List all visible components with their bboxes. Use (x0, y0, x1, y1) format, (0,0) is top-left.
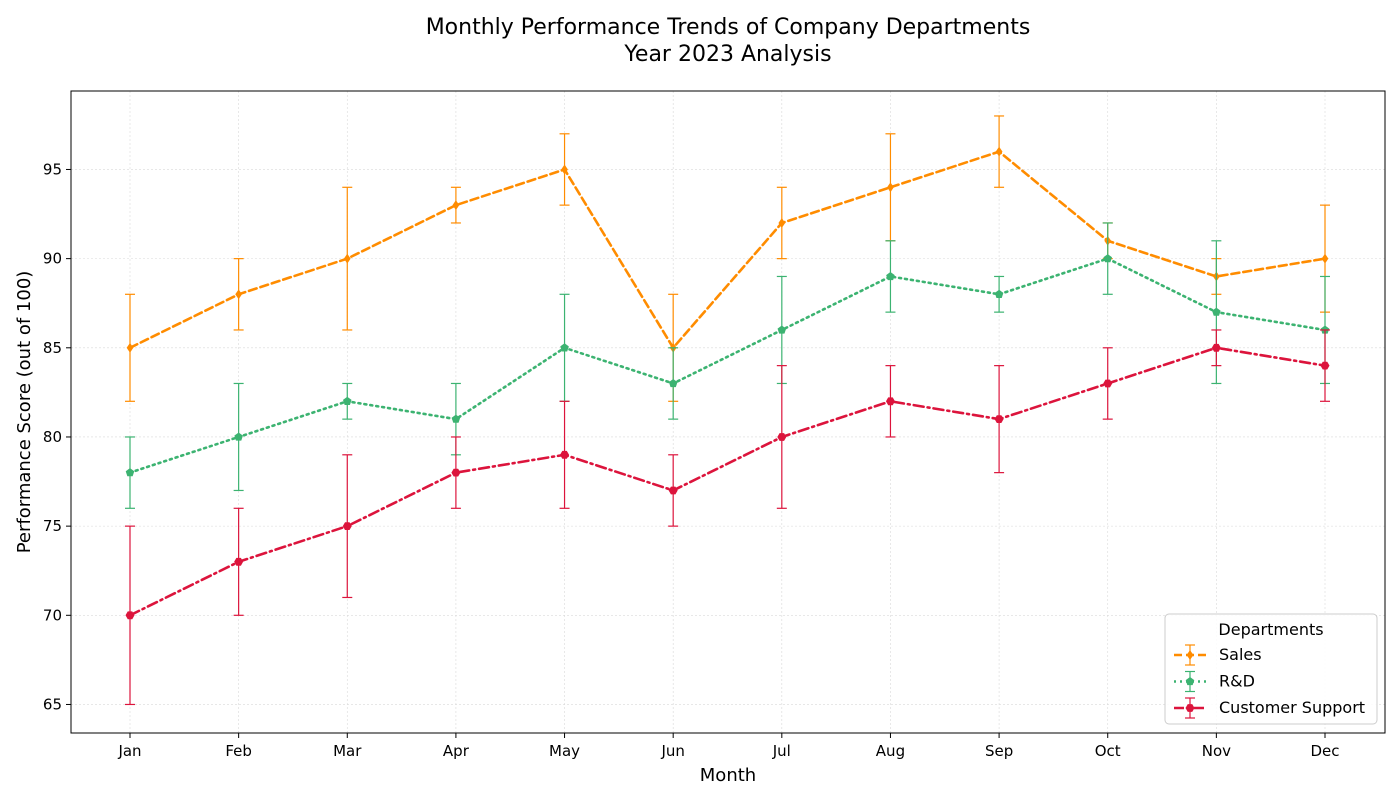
legend-marker-swatch (1185, 704, 1195, 712)
y-tick-label: 90 (43, 250, 62, 268)
data-point (560, 450, 570, 459)
data-point (668, 378, 678, 388)
data-point (995, 146, 1003, 157)
legend-label: R&D (1219, 672, 1255, 691)
x-tick-label: Jun (660, 742, 684, 760)
y-tick-label: 75 (43, 517, 62, 535)
data-point (125, 468, 135, 477)
data-point (1103, 379, 1113, 388)
data-point (994, 289, 1004, 298)
data-point (125, 611, 135, 620)
plot-area-frame (70, 90, 1386, 734)
data-point (887, 182, 894, 193)
data-point (561, 164, 568, 175)
legend-title: Departments (1218, 620, 1323, 639)
series-line (128, 150, 1327, 350)
x-tick-label: Mar (333, 742, 362, 760)
legend-label: Sales (1219, 645, 1262, 664)
data-point (342, 522, 352, 531)
series-layer (125, 115, 1330, 706)
x-tick-label: May (549, 742, 580, 760)
legend-box (1164, 613, 1378, 725)
data-point (777, 433, 787, 441)
series-2 (125, 329, 1330, 706)
x-tick-label: Jan (117, 742, 141, 760)
x-axis-ticks: Jan Feb Mar Apr May Jun Jul Aug Sep Oct Nov Dec (117, 733, 1340, 760)
x-tick-label: Nov (1202, 742, 1231, 760)
data-point (343, 253, 351, 264)
series-line (128, 346, 1327, 617)
data-point (885, 397, 895, 406)
x-tick-label: Apr (443, 742, 470, 760)
legend-item: Sales (1174, 644, 1262, 666)
legend-marker-swatch (1185, 677, 1195, 686)
legend-label: Customer Support (1219, 698, 1365, 717)
data-point (235, 289, 243, 300)
chart-title: Monthly Performance Trends of Company De… (426, 15, 1031, 40)
x-tick-label: Jul (772, 742, 791, 760)
y-tick-label: 80 (43, 428, 62, 446)
y-axis-ticks: 65 70 75 80 85 90 95 (43, 160, 71, 713)
legend-item: Customer Support (1174, 697, 1365, 719)
series-1 (125, 222, 1330, 509)
series-line (128, 257, 1327, 474)
y-tick-label: 95 (43, 160, 62, 178)
data-point (1103, 254, 1113, 263)
chart-subtitle: Year 2023 Analysis (623, 42, 831, 67)
data-point (886, 271, 895, 281)
data-point (452, 200, 460, 211)
data-point (126, 342, 134, 353)
data-point (234, 432, 243, 441)
y-tick-label: 85 (43, 339, 62, 357)
data-point (451, 414, 461, 423)
legend-marker-swatch (1186, 650, 1194, 660)
y-axis-label: Performance Score (out of 100) (14, 271, 35, 554)
legend-item: R&D (1174, 670, 1255, 693)
x-tick-label: Dec (1310, 742, 1339, 760)
data-point (1320, 361, 1330, 370)
legend: Departments Sales R&D Customer Support (1164, 613, 1378, 725)
data-point (1211, 343, 1221, 352)
data-point (1321, 253, 1329, 264)
data-point (668, 486, 678, 495)
data-point (777, 325, 787, 334)
data-point (560, 343, 569, 352)
data-point (1212, 307, 1221, 316)
y-tick-label: 65 (43, 695, 62, 713)
x-tick-label: Aug (876, 742, 905, 760)
data-point (342, 396, 352, 405)
data-point (451, 468, 461, 477)
x-tick-label: Feb (225, 742, 252, 760)
y-tick-label: 70 (43, 606, 62, 624)
x-tick-label: Sep (985, 742, 1013, 760)
data-point (994, 415, 1004, 424)
data-point (234, 557, 244, 566)
x-tick-label: Oct (1095, 742, 1121, 760)
x-axis-label: Month (700, 765, 756, 786)
data-point (778, 218, 786, 228)
